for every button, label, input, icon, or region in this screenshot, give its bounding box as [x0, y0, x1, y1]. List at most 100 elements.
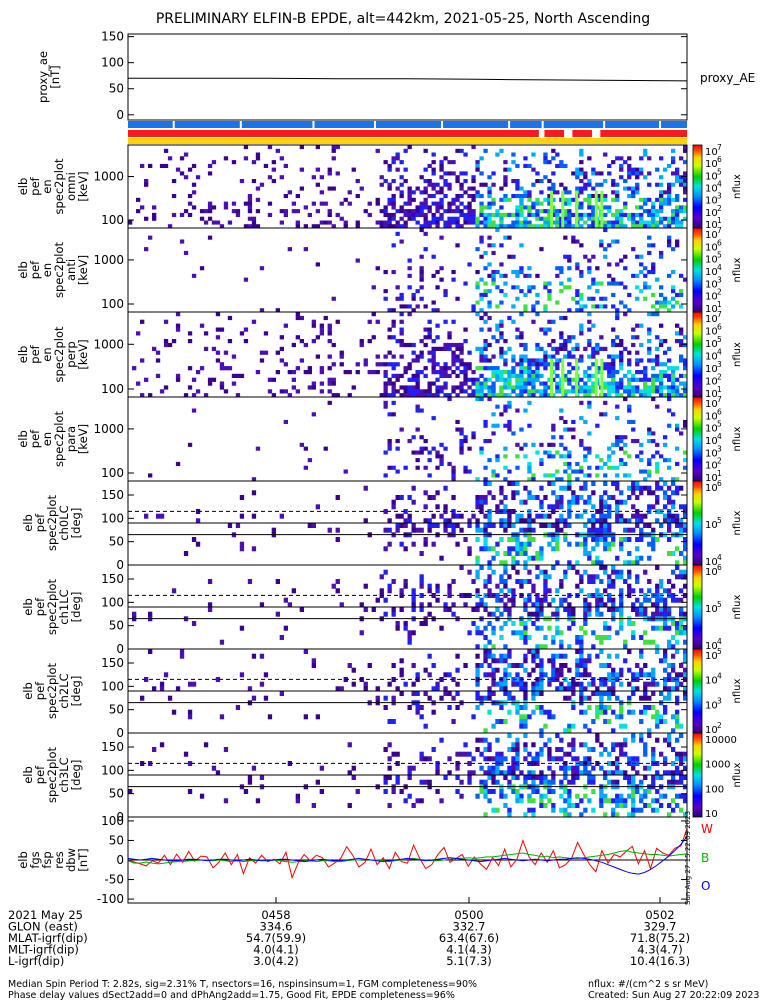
spectrogram-cell: [607, 362, 612, 367]
spectrogram-cell: [539, 686, 544, 692]
spectrogram-cell: [475, 663, 480, 668]
spectrogram-cell: [599, 527, 604, 533]
spectrogram-cell: [387, 742, 392, 748]
spectrogram-cell: [555, 224, 560, 229]
spectrogram-cell: [411, 607, 416, 612]
spectrogram-cell: [315, 714, 320, 720]
spectrogram-cell: [599, 458, 604, 463]
spectrogram-cell: [567, 224, 572, 229]
spectrogram-cell: [359, 339, 364, 344]
spectrogram-cell: [647, 350, 652, 355]
spectrogram-cell: [575, 167, 580, 172]
spectrogram-cell: [623, 775, 628, 780]
spectrogram-cell: [148, 649, 153, 654]
spectrogram-cell: [615, 803, 620, 808]
spectrogram-cell: [435, 220, 440, 225]
spectrogram-cell: [671, 714, 676, 720]
spectrogram-cell: [455, 523, 460, 528]
spectrogram-cell: [667, 812, 672, 818]
spectrogram-cell: [475, 681, 480, 687]
spectrogram-cell: [631, 481, 636, 486]
spectrogram-cell: [623, 770, 628, 776]
spectrogram-cell: [239, 331, 245, 336]
spectrogram-cell: [507, 315, 512, 321]
spectrogram-cell: [571, 296, 576, 301]
spectrogram-cell: [499, 243, 504, 248]
spectrogram-cell: [655, 404, 660, 409]
spectrogram-cell: [539, 461, 544, 466]
spectrogram-cell: [435, 270, 440, 275]
spectrogram-cell: [527, 366, 532, 371]
spectrogram-cell: [451, 465, 456, 470]
colorbar-tick-label: 10: [705, 314, 718, 325]
panel-ch1-data: [128, 565, 688, 650]
spectrogram-cell: [571, 775, 576, 780]
spectrogram-cell: [539, 190, 544, 195]
spectrogram-cell: [503, 527, 508, 533]
spectrogram-cell: [595, 653, 600, 659]
spectrogram-cell: [587, 579, 592, 584]
spectrogram-cell: [527, 377, 532, 382]
spectrogram-cell: [415, 220, 420, 225]
spectrogram-cell: [503, 182, 508, 187]
spectrogram-cell: [463, 602, 468, 608]
spectrogram-cell: [487, 765, 492, 771]
spectrogram-cell: [243, 789, 249, 794]
spectrogram-cell: [591, 691, 596, 696]
spectrogram-cell: [155, 350, 161, 355]
spectrogram-cell: [459, 148, 464, 153]
spectrogram-cell: [431, 182, 436, 187]
spectrogram-cell: [559, 270, 564, 275]
spectrogram-cell: [507, 779, 512, 785]
spectrogram-cell: [559, 331, 564, 336]
spectrogram-cell: [287, 602, 292, 608]
spectrogram-cell: [659, 393, 664, 398]
spectrogram-cell: [483, 393, 488, 398]
spectrogram-cell: [491, 431, 496, 436]
spectrogram-cell: [639, 649, 644, 654]
spectrogram-cell: [635, 686, 640, 692]
spectrogram-cell: [555, 152, 560, 157]
spectrogram-cell: [355, 220, 360, 225]
spectrogram-cell: [503, 593, 508, 598]
spectrogram-cell: [379, 182, 384, 187]
spectrogram-cell: [667, 523, 672, 528]
spectrogram-cell: [443, 504, 448, 510]
spectrogram-cell: [535, 212, 540, 217]
spectrogram-cell: [667, 220, 672, 225]
spectrogram-cell: [407, 304, 412, 309]
spectrogram-cell: [467, 262, 472, 267]
spectrogram-cell: [211, 377, 217, 382]
spectrogram-cell: [567, 465, 572, 470]
panel-en-data: [128, 145, 688, 229]
spectrogram-cell: [667, 686, 672, 692]
spectrogram-cell: [435, 681, 440, 687]
spectrogram-cell: [467, 350, 472, 355]
spectrogram-cell: [543, 523, 548, 528]
spectrogram-cell: [595, 171, 600, 176]
strip-gap: [172, 121, 175, 128]
spectrogram-cell: [487, 621, 492, 626]
spectrogram-cell: [455, 393, 460, 398]
spectrogram-cell: [267, 212, 273, 217]
spectrogram-cell: [479, 779, 484, 785]
spectrogram-cell: [499, 537, 504, 542]
spectrogram-cell: [323, 201, 328, 206]
spectrogram-cell: [583, 197, 588, 202]
spectrogram-cell: [383, 611, 388, 617]
colorbar-label: nflux: [732, 342, 743, 367]
spectrogram-cell: [359, 186, 364, 191]
y-axis-label: elb: [21, 682, 35, 700]
spectrogram-cell: [647, 461, 652, 466]
spectrogram-cell: [555, 300, 560, 305]
spectrogram-cell: [523, 224, 528, 229]
spectrogram-cell: [451, 695, 456, 701]
spectrogram-cell: [136, 209, 141, 214]
spectrogram-cell: [675, 574, 680, 580]
spectrogram-cell: [439, 366, 444, 371]
spectrogram-cell: [627, 292, 632, 297]
spectrogram-cell: [615, 509, 620, 514]
spectrogram-cell: [479, 201, 484, 206]
spectrogram-cell: [503, 551, 508, 556]
spectrogram-cell: [483, 465, 488, 470]
